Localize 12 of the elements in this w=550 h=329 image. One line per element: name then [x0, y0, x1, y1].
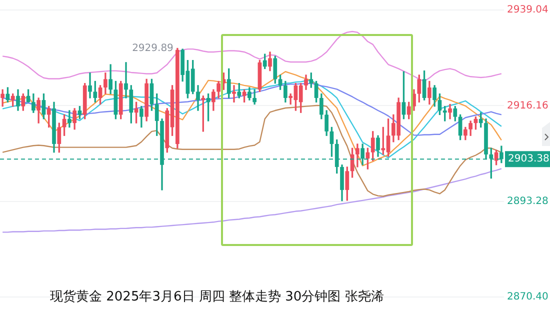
candlestick [88, 72, 92, 98]
annotation: 2929.89 [132, 42, 174, 54]
text: 现货黄金 2025年3月6日 周四 整体走势 30分钟图 张尧浠 [50, 289, 384, 304]
ref-line-label: 2903.38 [508, 154, 550, 165]
y-tick-label: 2916.16 [507, 100, 548, 112]
candlestick [68, 110, 72, 128]
candlestick [232, 85, 236, 102]
candlestick [124, 62, 128, 98]
y-tick-label: 2870.40 [507, 292, 548, 303]
y-tick-label: 2939.04 [507, 4, 548, 16]
y-tick-label: 2893.28 [507, 196, 548, 207]
candlestick [0, 89, 4, 107]
